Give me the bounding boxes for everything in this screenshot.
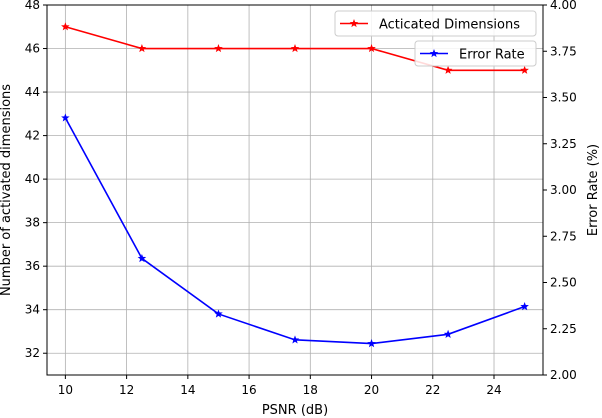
x-tick-label: 24 (486, 383, 501, 397)
x-tick-label: 12 (119, 383, 134, 397)
y-tick-label-right: 2.25 (550, 322, 577, 336)
data-point-error-rate (443, 329, 453, 338)
data-point-activated-dimensions (290, 44, 300, 53)
y-tick-label-right: 4.00 (550, 0, 577, 12)
legend-label-activated-dimensions: Acticated Dimensions (379, 18, 520, 33)
data-point-error-rate (367, 339, 376, 348)
x-tick-label: 22 (425, 383, 440, 397)
y-tick-label-left: 34 (25, 303, 40, 317)
data-point-error-rate (290, 335, 300, 344)
data-point-error-rate (520, 302, 529, 311)
y-tick-label-left: 48 (25, 0, 40, 12)
y-axis-title-left: Number of activated dimensions (0, 84, 14, 296)
legend-label-error-rate: Error Rate (459, 48, 525, 63)
x-tick-label: 18 (303, 383, 318, 397)
x-tick-label: 16 (241, 383, 256, 397)
y-tick-label-left: 38 (25, 216, 40, 230)
data-point-activated-dimensions (443, 65, 453, 74)
y-tick-label-right: 3.75 (550, 44, 577, 58)
y-tick-label-left: 32 (25, 346, 40, 360)
y-tick-label-left: 40 (25, 172, 40, 186)
y-tick-label-right: 2.50 (550, 276, 577, 290)
y-tick-label-left: 46 (25, 42, 40, 56)
y-tick-label-left: 42 (25, 129, 40, 143)
data-point-error-rate (137, 253, 147, 263)
y-tick-label-left: 36 (25, 259, 40, 273)
y-tick-label-right: 2.00 (550, 368, 577, 382)
y-tick-label-right: 3.25 (550, 137, 577, 151)
legend-marker-star-blue (429, 49, 439, 58)
x-tick-label: 20 (364, 383, 379, 397)
legend-error-rate: Error Rate (414, 40, 537, 67)
axis-ticks: 10 12 14 16 18 20 22 24 32 34 36 38 40 42 44 46 48 2.00 2.… (25, 0, 577, 397)
legend-activated-dimensions: Acticated Dimensions (334, 10, 537, 37)
x-axis-title: PSNR (dB) (262, 403, 328, 418)
data-point-error-rate (214, 309, 223, 318)
data-point-activated-dimensions (61, 22, 70, 31)
grid-lines (47, 4, 543, 375)
x-tick-label: 14 (180, 383, 195, 397)
legend-box (414, 40, 537, 67)
data-point-activated-dimensions (367, 44, 376, 53)
x-tick-label: 10 (58, 383, 73, 397)
y-tick-label-right: 3.50 (550, 91, 577, 105)
legend-box (334, 10, 537, 37)
series-layer (61, 22, 529, 348)
y-tick-label-left: 44 (25, 85, 40, 99)
data-point-activated-dimensions (137, 44, 147, 53)
y-tick-label-right: 2.75 (550, 229, 577, 243)
y-axis-title-right: Error Rate (%) (586, 144, 601, 236)
data-point-error-rate (61, 113, 70, 122)
y-tick-label-right: 3.00 (550, 183, 577, 197)
legend-marker-star-red (349, 19, 359, 28)
data-point-activated-dimensions (214, 44, 223, 53)
data-point-activated-dimensions (520, 65, 529, 74)
